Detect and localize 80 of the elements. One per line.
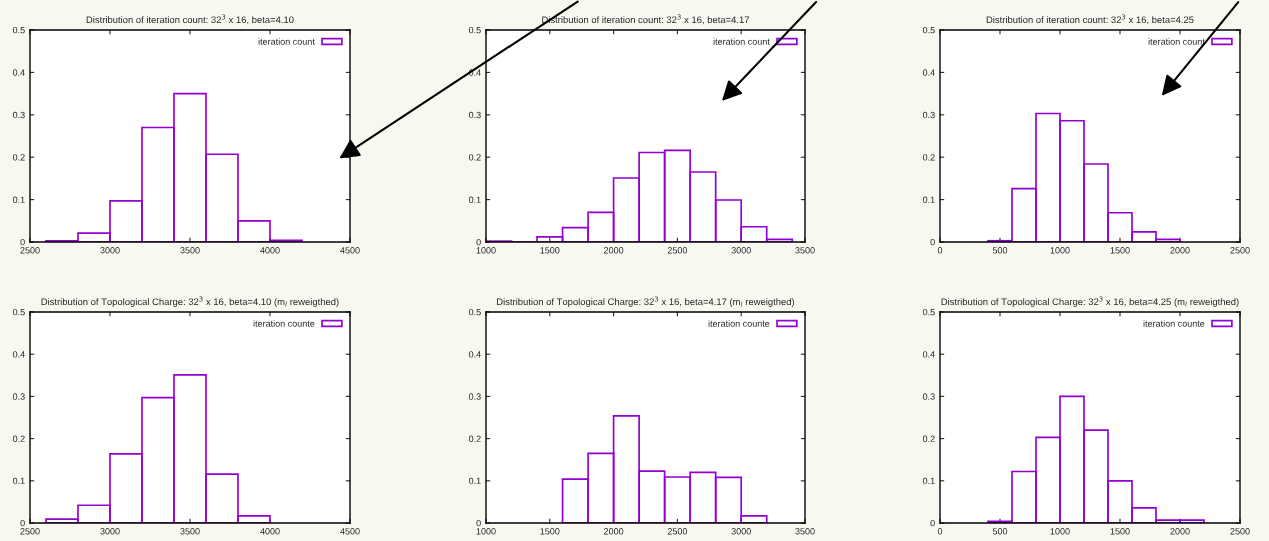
x-tick-label: 3000 [100,528,120,535]
x-tick-label: 2500 [667,528,688,535]
chart-title: Distribution of Topological Charge: 32$^{3}$ x 16, beta=4.10 (m$_{l}$ reweigthed) [41,296,339,307]
x-tick-label: 1000 [476,247,496,254]
x-tick-label: 0 [937,247,943,254]
x-tick-label: 1000 [1050,247,1070,254]
chart-title: Distribution of iteration count: 32$^{3}$ x 16, beta=4.10 [86,14,294,25]
x-tick-label: 0 [937,528,943,535]
y-tick-label: 0 [930,519,935,527]
y-tick-label: 0.3 [12,111,25,119]
y-tick-label: 0.4 [12,69,25,76]
y-tick-label: 0.5 [12,308,25,316]
x-tick-label: 1500 [1110,247,1130,254]
y-tick-label: 0.5 [468,26,481,34]
y-tick-label: 0.5 [468,308,481,316]
y-tick-label: 0.2 [468,154,481,161]
y-tick-label: 0.3 [12,393,25,400]
chart-title: Distribution of iteration count: 32$^{3}$ x 16, beta=4.25 [986,14,1194,25]
legend-label: iteration counte [1143,320,1205,327]
y-tick-label: 0.2 [12,154,25,161]
x-tick-label: 2500 [1230,528,1250,535]
y-tick-label: 0.3 [468,111,481,119]
y-tick-label: 0 [930,238,935,246]
y-tick-label: 0.3 [922,111,935,119]
chart-title: Distribution of Topological Charge: 32$^{3}$ x 16, beta=4.25 (m$_{l}$ reweigthed) [941,296,1239,307]
y-tick-label: 0.1 [12,477,25,485]
x-tick-label: 2000 [1170,247,1190,254]
legend-label: iteration count [258,38,315,45]
chart-title: Distribution of Topological Charge: 32$^{3}$ x 16, beta=4.17 (m$_{l}$ reweigthed) [497,296,795,307]
x-tick-label: 500 [992,247,1008,254]
x-tick-label: 1500 [540,247,560,254]
y-tick-label: 0.3 [922,393,935,400]
y-tick-label: 0.5 [922,26,935,34]
y-tick-label: 0.1 [922,477,935,485]
y-tick-label: 0 [20,519,25,527]
x-tick-label: 1000 [476,528,496,535]
x-tick-label: 500 [992,528,1008,535]
y-tick-label: 0.4 [12,351,25,358]
x-tick-label: 3500 [795,528,815,535]
x-tick-label: 2500 [1230,247,1250,254]
x-tick-label: 4500 [340,528,360,535]
y-tick-label: 0.1 [12,196,25,203]
x-tick-label: 2500 [667,247,688,254]
legend-label: iteration count [713,38,770,45]
x-tick-label: 3500 [795,247,815,254]
y-tick-label: 0.3 [468,393,481,400]
y-tick-label: 0.4 [922,69,935,76]
x-tick-label: 3000 [731,528,751,535]
legend-label: iteration counte [708,320,770,327]
legend-label: iteration counte [253,320,315,327]
x-tick-label: 1000 [1050,528,1070,535]
x-tick-label: 3000 [100,247,120,254]
x-tick-label: 2000 [604,528,624,535]
x-tick-label: 1500 [1110,528,1130,535]
legend-label: iteration count [1148,38,1205,45]
x-tick-label: 3500 [180,247,200,254]
x-tick-label: 4000 [260,528,280,535]
y-tick-label: 0.1 [468,196,481,203]
x-tick-label: 2500 [20,528,40,535]
y-tick-label: 0 [476,519,481,527]
x-tick-label: 4000 [260,247,280,254]
y-tick-label: 0 [476,238,481,246]
x-tick-label: 2000 [1170,528,1190,535]
y-tick-label: 0.1 [922,196,935,203]
y-tick-label: 0 [20,238,25,246]
x-tick-label: 3500 [180,528,200,535]
x-tick-label: 2500 [20,247,40,254]
x-tick-label: 2000 [604,247,624,254]
y-tick-label: 0.5 [12,26,25,34]
y-tick-label: 0.2 [922,435,935,442]
y-tick-label: 0.4 [468,351,481,358]
x-tick-label: 4500 [340,247,360,254]
y-tick-label: 0.2 [468,435,481,442]
y-tick-label: 0.5 [922,308,935,316]
y-tick-label: 0.2 [922,154,935,161]
x-tick-label: 1500 [540,528,560,535]
y-tick-label: 0.4 [922,351,935,358]
x-tick-label: 3000 [731,247,751,254]
y-tick-label: 0.2 [12,435,25,442]
y-tick-label: 0.1 [468,477,481,485]
